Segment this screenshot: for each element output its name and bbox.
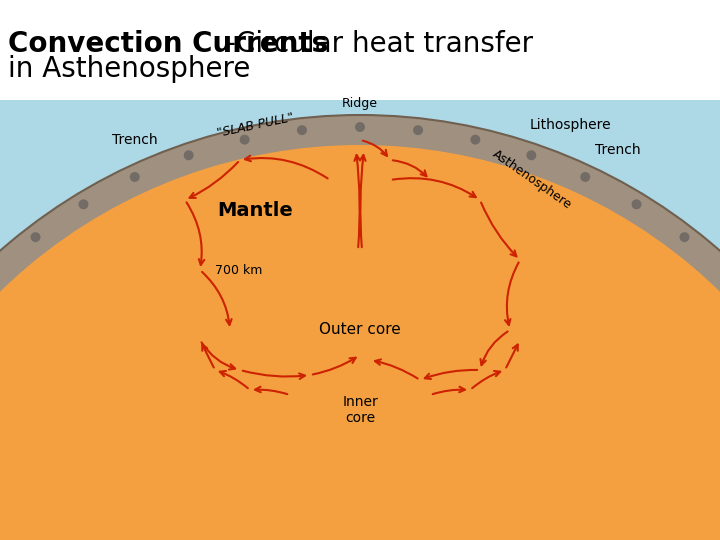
Circle shape xyxy=(184,150,194,160)
Circle shape xyxy=(413,125,423,135)
FancyBboxPatch shape xyxy=(0,0,720,100)
Circle shape xyxy=(297,125,307,135)
Circle shape xyxy=(240,134,250,145)
Wedge shape xyxy=(0,145,720,540)
Wedge shape xyxy=(110,410,610,540)
Text: Outer core: Outer core xyxy=(319,322,401,338)
Text: Trench: Trench xyxy=(595,143,641,157)
Circle shape xyxy=(526,150,536,160)
Circle shape xyxy=(470,134,480,145)
Text: "SLAB PULL": "SLAB PULL" xyxy=(215,111,294,139)
Text: in Asthenosphere: in Asthenosphere xyxy=(8,55,251,83)
Text: Ridge: Ridge xyxy=(342,97,378,110)
Text: Lithosphere: Lithosphere xyxy=(530,118,611,132)
Wedge shape xyxy=(0,140,720,540)
Circle shape xyxy=(680,232,690,242)
Text: -Circular heat transfer: -Circular heat transfer xyxy=(227,30,534,58)
Text: 700 km: 700 km xyxy=(215,264,262,276)
Text: Convection Currents: Convection Currents xyxy=(8,30,328,58)
Circle shape xyxy=(355,122,365,132)
FancyBboxPatch shape xyxy=(0,95,720,540)
Wedge shape xyxy=(80,380,640,540)
Circle shape xyxy=(130,172,140,182)
Circle shape xyxy=(580,172,590,182)
Wedge shape xyxy=(0,115,720,540)
Text: Trench: Trench xyxy=(112,133,158,147)
Circle shape xyxy=(30,232,40,242)
Circle shape xyxy=(78,199,89,210)
Text: Inner
core: Inner core xyxy=(342,395,378,425)
Text: Asthenosphere: Asthenosphere xyxy=(490,148,574,212)
Wedge shape xyxy=(205,505,515,540)
Wedge shape xyxy=(225,525,495,540)
Text: Mantle: Mantle xyxy=(217,200,293,219)
Circle shape xyxy=(631,199,642,210)
